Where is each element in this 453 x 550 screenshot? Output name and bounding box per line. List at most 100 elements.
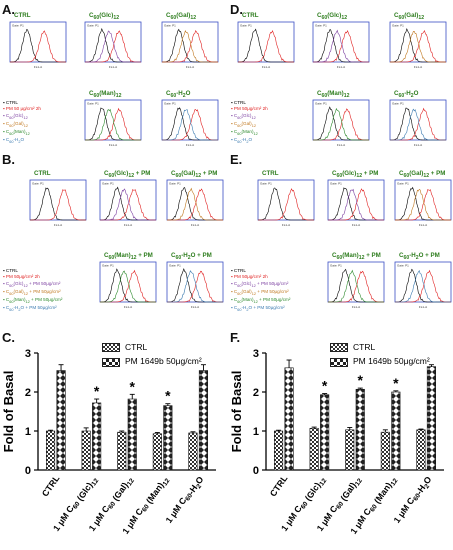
histogram-curve-treatment	[162, 30, 218, 63]
flow-histogram: Gate: P1 FL1-A	[389, 99, 447, 148]
flow-histogram: Gate: P1 FL1-A	[394, 261, 452, 310]
legend-text: PM 50μg/cm² 2h	[5, 274, 40, 280]
x-axis-label: FL1-A	[124, 305, 132, 309]
histogram-curve-treatment	[390, 108, 446, 141]
legend-swatch-ctrl	[330, 343, 348, 353]
histogram-frame	[389, 21, 447, 63]
histogram-curve-treatment	[167, 270, 223, 303]
y-tick-label: 2	[25, 387, 31, 399]
bar-pm	[127, 398, 137, 471]
histogram-title: C60(Gal)12 + PM	[399, 170, 446, 180]
histogram-curve-treatment	[100, 270, 156, 303]
histogram-frame	[166, 179, 224, 221]
significance-marker: *	[94, 383, 100, 399]
legend-bullet-icon: ▪	[231, 297, 234, 302]
gate-label: Gate: P1	[260, 182, 272, 186]
legend-text: C60(Man)12	[233, 129, 258, 136]
legend-text: PM 50μg/cm² 2h	[233, 106, 268, 112]
flow-histogram: Gate: P1 FL1-A	[166, 179, 224, 228]
legend-bullet-icon: ▪	[3, 137, 6, 143]
histogram-title: C60(Glc)12 + PM	[332, 170, 379, 180]
legend-text: C60(Man)12	[5, 129, 30, 136]
legend-label-pm: PM 1649b 50μg/cm²	[125, 356, 202, 367]
gate-label: Gate: P1	[392, 102, 404, 106]
gate-label: Gate: P1	[169, 264, 181, 268]
histogram-curve-pm	[100, 188, 156, 221]
legend-entry: ▪ C60(Man)12	[231, 129, 268, 137]
histogram-frame	[9, 21, 67, 63]
legend-text: CTRL	[233, 100, 246, 105]
legend-swatch-pm	[330, 357, 348, 367]
bar-legend-f: CTRL PM 1649b 50μg/cm²	[330, 342, 430, 367]
significance-marker: *	[130, 378, 136, 394]
legend-bullet-icon: ▪	[231, 129, 234, 134]
significance-marker: *	[358, 372, 364, 388]
y-tick-label: 0	[253, 465, 259, 477]
legend-entry: ▪ C60(Man)12	[3, 129, 41, 137]
legend-entry: ▪ PM 50μg/cm² 2h	[231, 106, 268, 112]
histogram-curve-ctrl	[167, 187, 223, 221]
histogram-curve-treatment	[328, 269, 384, 303]
histogram-title: C60(Glc)12	[317, 12, 348, 22]
x-axis-label: FL1-A	[337, 143, 345, 147]
gate-label: Gate: P1	[87, 102, 99, 106]
histogram-curve-ctrl	[313, 106, 369, 141]
gate-label: Gate: P1	[392, 24, 404, 28]
x-axis-label: FL1-A	[186, 65, 194, 69]
histogram-frame	[394, 179, 452, 221]
histogram-title: CTRL	[14, 12, 31, 19]
histogram-curve-treatment	[85, 30, 141, 63]
gate-label: Gate: P1	[102, 182, 114, 186]
legend-bullet-icon: ▪	[3, 106, 6, 112]
histogram-curve-treatment	[258, 188, 314, 221]
x-axis-label: FL1-A	[352, 305, 360, 309]
histogram-curve-pm	[395, 269, 451, 303]
legend-bullet-icon: ▪	[3, 274, 6, 280]
legend-entry: ▪ C60(Man)12 + PM 50μg/cm²	[3, 297, 62, 305]
bar-pm	[320, 394, 330, 471]
legend-entry: ▪ C60-H2O	[3, 137, 41, 145]
legend-entry: ▪ C60(Glc)12 + PM 50μg/cm²	[3, 281, 62, 289]
legend-entry: ▪ C60-H2O + PM 50μg/cm²	[231, 305, 290, 313]
histogram-frame	[394, 261, 452, 303]
legend-text: C60-H2O	[5, 137, 25, 145]
histogram-curve-ctrl	[258, 187, 314, 221]
flow-histogram: Gate: P1 FL1-A	[161, 99, 219, 148]
histogram-frame	[99, 261, 157, 303]
legend-entry: ▪ C60-H2O	[231, 137, 268, 145]
bar-ctrl	[188, 432, 198, 471]
bar-pm	[355, 388, 365, 471]
bar-ctrl	[81, 430, 91, 471]
histogram-frame	[99, 179, 157, 221]
histogram-curve-ctrl	[162, 28, 218, 63]
legend-entry: ▪ C60(Gal)12	[3, 121, 41, 129]
y-tick-label: 3	[253, 348, 259, 360]
x-axis-label: FL1-A	[109, 143, 117, 147]
legend-bullet-icon: ▪	[3, 297, 6, 302]
histogram-frame	[237, 21, 295, 63]
histogram-title: C60(Man)12 + PM	[104, 252, 153, 262]
legend-bullet-icon: ▪	[3, 305, 6, 311]
flow-histogram: Gate: P1 FL1-A	[9, 21, 67, 70]
legend-bullet-icon: ▪	[3, 112, 6, 118]
histogram-curve-treatment	[167, 187, 223, 221]
panel-label-b: B.	[2, 152, 15, 167]
histogram-curve-treatment	[30, 189, 86, 221]
y-tick-label: 1	[253, 426, 259, 438]
bar-ctrl	[345, 429, 355, 471]
x-axis-label: FL1-A	[262, 65, 270, 69]
flow-histogram: Gate: P1 FL1-A	[161, 21, 219, 70]
flow-histogram: Gate: P1 FL1-A	[29, 179, 87, 228]
flow-histogram: Gate: P1 FL1-A	[84, 21, 142, 70]
histogram-curve-treatment	[85, 108, 141, 141]
bar-ctrl	[273, 430, 284, 471]
histogram-title: C60(Man)12	[317, 90, 350, 100]
histogram-curve-treatment	[390, 31, 446, 63]
histogram-curve-treatment	[395, 188, 451, 221]
histogram-curve-pm	[328, 270, 384, 303]
histogram-curve-ctrl	[313, 29, 369, 63]
x-axis-label: FL1-A	[124, 223, 132, 227]
histogram-curve-ctrl	[100, 268, 156, 303]
bar-ctrl	[380, 431, 390, 471]
